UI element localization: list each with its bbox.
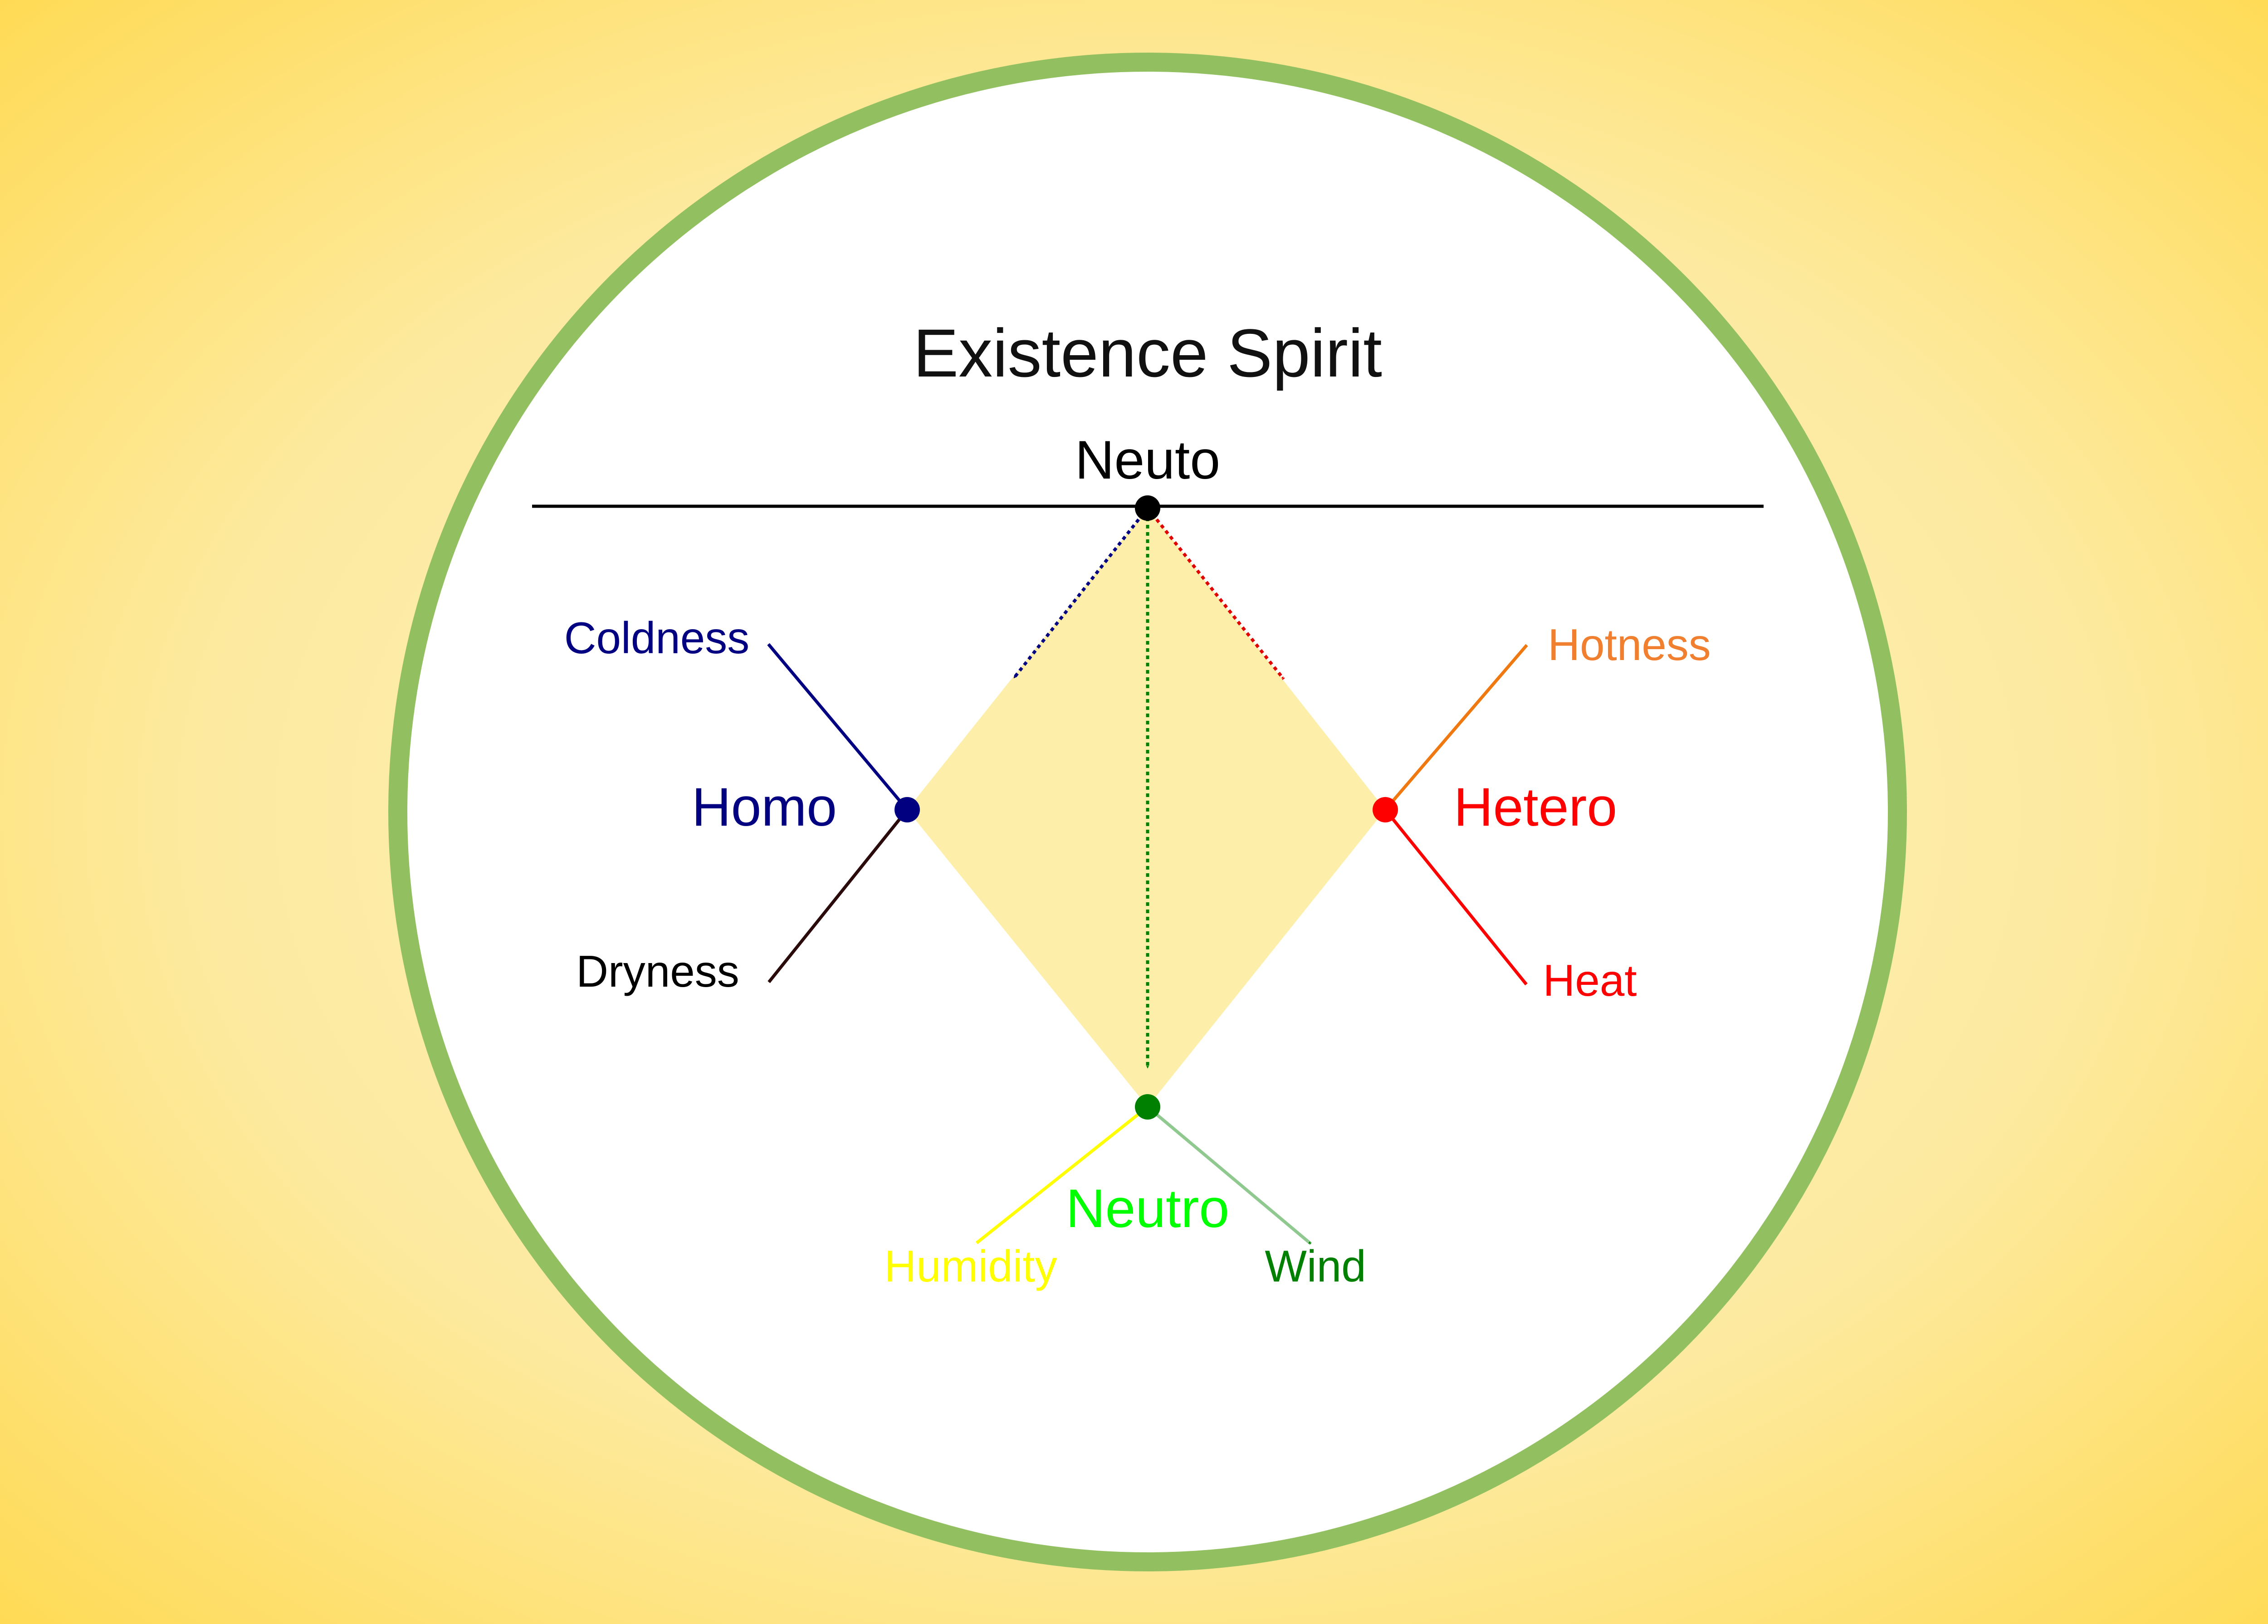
dryness-label: Dryness bbox=[576, 946, 739, 996]
hetero-to-hotness-arrow bbox=[1384, 644, 1528, 811]
hetero-node bbox=[1373, 797, 1398, 822]
coldness-label: Coldness bbox=[564, 613, 750, 663]
neuto-node bbox=[1135, 495, 1160, 521]
hotness-label: Hotness bbox=[1548, 620, 1711, 670]
neuto-label: Neuto bbox=[1075, 430, 1220, 490]
humidity-label: Humidity bbox=[884, 1241, 1057, 1291]
neutro-to-wind-arrow bbox=[1146, 1105, 1312, 1245]
hetero-label: Hetero bbox=[1454, 777, 1617, 837]
diagram-title: Existence Spirit bbox=[913, 315, 1382, 391]
wind-label: Wind bbox=[1265, 1241, 1366, 1291]
neutro-node bbox=[1135, 1094, 1160, 1120]
homo-node bbox=[894, 797, 920, 822]
center-diamond bbox=[907, 508, 1385, 1107]
neutro-to-humidity-arrow bbox=[975, 1105, 1149, 1244]
heat-label: Heat bbox=[1543, 955, 1637, 1005]
homo-label: Homo bbox=[692, 777, 837, 837]
neutro-label: Neutro bbox=[1066, 1178, 1229, 1239]
homo-to-dryness-arrow bbox=[767, 808, 909, 983]
hetero-to-heat-arrow bbox=[1384, 808, 1528, 986]
neuto-to-hetero-arrow bbox=[1146, 507, 1285, 680]
homo-to-coldness-arrow bbox=[767, 643, 909, 811]
